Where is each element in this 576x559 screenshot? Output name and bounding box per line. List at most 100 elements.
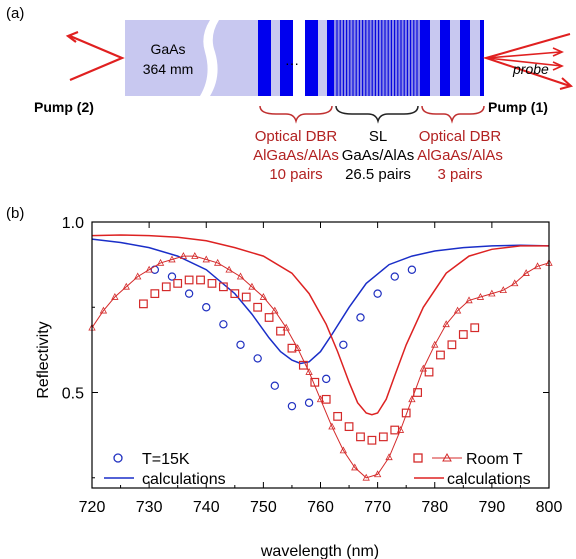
pump-right-arrows [482, 33, 574, 90]
data-point-square [401, 408, 411, 418]
data-point-triangle [351, 463, 359, 471]
panel-a: (a) GaAs 364 mm ··· [6, 5, 574, 183]
group-label-line: AlGaAs/AlAs [417, 147, 503, 164]
data-point-triangle [134, 272, 142, 280]
dbr-layer [258, 20, 271, 96]
y-tick-label: 1.0 [62, 215, 84, 232]
group-label-line: Optical DBR [255, 128, 338, 145]
data-point-square [207, 278, 217, 288]
axis-ticks: 720 730 740 750 760 770 780 790 800 0.5 1.0 [62, 215, 563, 516]
data-point-triangle [499, 286, 507, 294]
data-point-triangle [259, 292, 268, 300]
data-point-square [356, 432, 365, 442]
x-tick-label: 760 [307, 499, 334, 516]
data-point-circle [219, 320, 228, 329]
substrate-left [125, 20, 210, 96]
data-point-triangle [453, 306, 462, 314]
reflectivity-chart: 720 730 740 750 760 770 780 790 800 0.5 1.0 wavele… [35, 215, 562, 559]
data-point-triangle [214, 258, 222, 266]
x-tick-label: 750 [250, 499, 277, 516]
data-point-triangle [476, 292, 485, 300]
data-point-square [458, 330, 468, 339]
dbr-layer [470, 20, 480, 96]
dbr-layer [480, 20, 484, 96]
data-point-square [241, 292, 251, 302]
data-point-triangle [225, 265, 233, 273]
data-point-triangle [533, 262, 542, 270]
data-point-circle [390, 272, 399, 281]
group-label-line: 26.5 pairs [345, 166, 411, 183]
data-point-triangle [396, 425, 405, 433]
data-point-circle [287, 401, 297, 411]
dbr-3-pairs [420, 20, 484, 96]
data-point-triangle [191, 252, 199, 259]
data-point-square [150, 289, 160, 299]
data-point-square [139, 299, 148, 309]
legend-calc-red: calculations [447, 471, 531, 488]
dbr-layer [440, 20, 450, 96]
dbr-layer [280, 20, 293, 96]
data-point-square [436, 350, 445, 360]
substrate-block: GaAs 364 mm [125, 20, 258, 96]
data-point-square [184, 275, 194, 285]
data-point-square [470, 323, 480, 333]
group-label-line: 10 pairs [269, 166, 322, 183]
data-point-circle [322, 374, 331, 384]
data-point-triangle [408, 395, 416, 403]
pump-2-label: Pump (2) [34, 99, 94, 115]
data-point-triangle [248, 282, 256, 290]
superlattice-base [334, 20, 420, 96]
x-axis-label: wavelength (nm) [260, 543, 379, 559]
data-point-square [161, 282, 171, 292]
data-point-circle [184, 289, 194, 298]
data-point-triangle [271, 306, 279, 314]
data-point-triangle [202, 255, 210, 263]
dbr-layer [450, 20, 460, 96]
brace-dbr-10 [259, 105, 333, 124]
data-point-square [298, 360, 308, 370]
data-point-square [253, 302, 263, 312]
substrate-material: GaAs [150, 41, 185, 57]
data-point-circle [253, 354, 262, 363]
group-label-dbr-10: Optical DBR AlGaAs/AlAs 10 pairs [253, 128, 339, 183]
probe-label: probe [512, 61, 549, 77]
dbr-10-pairs: ··· [258, 20, 334, 96]
data-point-triangle [293, 344, 302, 351]
data-point-triangle [236, 272, 245, 280]
substrate-right [210, 20, 258, 96]
data-point-triangle [488, 289, 496, 297]
y-tick-label: 0.5 [62, 386, 84, 403]
data-point-circle [304, 398, 314, 407]
series-line [91, 238, 550, 365]
x-tick-label: 780 [421, 499, 448, 516]
data-point-triangle [339, 446, 348, 454]
data-point-square [173, 278, 183, 288]
plot-frame [91, 221, 550, 489]
data-point-square [344, 422, 354, 432]
data-point-square [196, 275, 205, 285]
pump-left-arrow [65, 30, 125, 82]
data-point-square [218, 282, 228, 292]
data-point-triangle [305, 368, 313, 375]
group-label-sl: SL GaAs/AlAs 26.5 pairs [342, 128, 415, 183]
data-point-triangle [316, 395, 325, 403]
data-point-triangle [419, 364, 427, 372]
dbr-layer [271, 20, 280, 96]
data-point-circle [373, 289, 382, 298]
panel-b: (b) 720 730 740 750 760 770 780 790 800 0.5 1.0 wa… [6, 205, 562, 559]
panel-b-label: (b) [6, 205, 24, 222]
data-point-triangle [99, 306, 108, 314]
data-point-circle [356, 313, 365, 322]
data-point-triangle [156, 258, 165, 266]
x-tick-label: 730 [136, 499, 163, 516]
dbr-layer [305, 20, 318, 96]
data-point-square [264, 313, 274, 322]
data-point-triangle [465, 296, 473, 304]
group-label-line: GaAs/AlAs [342, 147, 415, 164]
data-point-triangle [385, 453, 393, 461]
data-point-square [378, 432, 388, 442]
legend-calc-blue: calculations [142, 471, 226, 488]
data-point-circle [339, 340, 348, 349]
series-line [91, 255, 550, 479]
x-tick-label: 800 [536, 499, 563, 516]
